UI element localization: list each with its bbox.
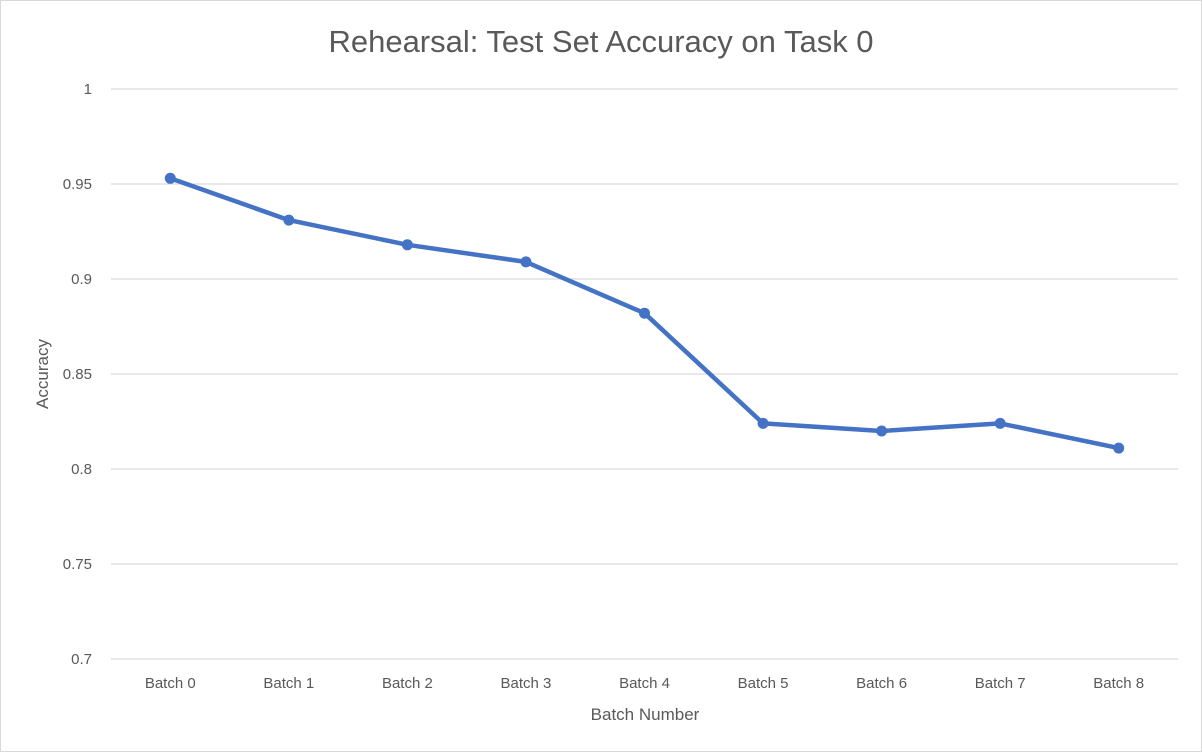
x-tick-label: Batch 2 [382,675,433,692]
data-point [994,417,1006,429]
data-point [164,172,176,184]
chart-title: Rehearsal: Test Set Accuracy on Task 0 [328,24,873,59]
y-tick-label: 0.8 [71,461,92,478]
x-tick-label: Batch 1 [263,675,314,692]
data-point [639,307,650,319]
x-tick-labels: Batch 0 Batch 1 Batch 2 Batch 3 Batch 4 Batch… [145,675,1144,692]
x-tick-label: Batch 5 [738,675,789,692]
data-point [757,417,769,429]
x-tick-label: Batch 8 [1093,675,1144,692]
x-tick-label: Batch 6 [856,675,907,692]
y-tick-label: 0.7 [71,651,92,668]
y-tick-label: 0.9 [71,271,92,288]
data-point [1113,442,1125,454]
data-point [520,256,532,268]
x-tick-label: Batch 0 [145,675,196,692]
data-point [401,239,413,251]
y-axis-title: Accuracy [33,339,52,409]
x-tick-label: Batch 4 [619,675,670,692]
x-tick-label: Batch 7 [975,675,1026,692]
x-tick-label: Batch 3 [501,675,552,692]
data-point [283,214,295,226]
data-point [876,425,888,437]
y-tick-label: 1 [84,81,92,98]
grid-layer [111,88,1178,660]
y-tick-label: 0.75 [63,556,92,573]
x-axis-title: Batch Number [591,705,700,724]
series-layer [164,172,1125,454]
y-tick-labels: 0.7 0.75 0.8 0.85 0.9 0.95 1 [63,81,92,668]
y-tick-label: 0.85 [63,366,92,383]
y-tick-label: 0.95 [63,176,92,193]
